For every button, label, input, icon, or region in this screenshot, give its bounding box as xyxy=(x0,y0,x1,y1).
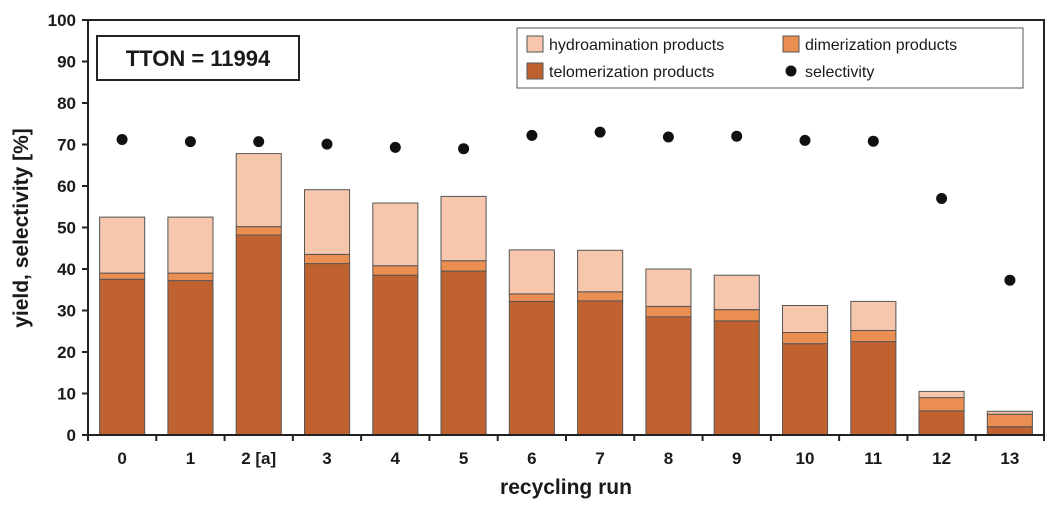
point-selectivity xyxy=(184,136,196,148)
bar-segment-hydroamination-products xyxy=(713,274,760,311)
bar-segment-telomerization-products xyxy=(986,426,1033,436)
point-selectivity xyxy=(1004,274,1016,286)
x-tick-label: 13 xyxy=(1000,449,1019,468)
y-tick-label: 0 xyxy=(67,426,76,445)
bar-segment-hydroamination-products xyxy=(918,390,965,399)
x-tick-label: 8 xyxy=(664,449,673,468)
x-tick-label: 5 xyxy=(459,449,468,468)
y-tick-label: 10 xyxy=(57,385,76,404)
y-tick-label: 70 xyxy=(57,136,76,155)
bar-segment-dimerization-products xyxy=(372,265,419,276)
point-selectivity xyxy=(731,130,743,142)
bar-segment-dimerization-products xyxy=(508,293,555,302)
y-tick-label: 80 xyxy=(57,94,76,113)
bar-segment-telomerization-products xyxy=(850,341,897,436)
bar-segment-dimerization-products xyxy=(99,272,146,280)
y-tick-label: 50 xyxy=(57,219,76,238)
point-selectivity xyxy=(526,129,538,141)
y-tick-label: 100 xyxy=(48,11,76,30)
legend-label-selectivity: selectivity xyxy=(805,64,874,81)
bar-segment-hydroamination-products xyxy=(304,189,351,255)
point-selectivity xyxy=(936,193,948,204)
point-selectivity xyxy=(594,126,606,138)
tton-annotation: TTON = 11994 xyxy=(96,35,300,81)
bar-segment-telomerization-products xyxy=(713,320,760,436)
x-tick-label: 1 xyxy=(186,449,195,468)
point-selectivity xyxy=(389,141,401,153)
point-selectivity xyxy=(799,134,811,146)
bar-segment-telomerization-products xyxy=(577,300,624,436)
point-selectivity xyxy=(662,131,674,143)
x-tick-label: 7 xyxy=(595,449,604,468)
y-tick-label: 60 xyxy=(57,177,76,196)
bar-segment-telomerization-products xyxy=(304,263,351,436)
bar-segment-telomerization-products xyxy=(167,280,214,436)
y-tick-label: 20 xyxy=(57,343,76,362)
bar-segment-telomerization-products xyxy=(918,410,965,436)
x-tick-label: 3 xyxy=(322,449,331,468)
legend-swatch-dimerization-products xyxy=(782,35,800,53)
bar-segment-hydroamination-products xyxy=(235,153,282,228)
point-selectivity xyxy=(321,138,333,150)
bar-segment-telomerization-products xyxy=(645,316,692,436)
bar-segment-dimerization-products xyxy=(986,413,1033,428)
bar-segment-dimerization-products xyxy=(645,305,692,318)
x-tick-label: 9 xyxy=(732,449,741,468)
bar-segment-hydroamination-products xyxy=(440,195,487,262)
bar-segment-telomerization-products xyxy=(782,343,829,436)
point-selectivity xyxy=(253,136,265,148)
bar-segment-dimerization-products xyxy=(918,397,965,412)
bar-segment-dimerization-products xyxy=(235,226,282,236)
legend-swatch-telomerization-products xyxy=(526,62,544,80)
point-selectivity xyxy=(867,135,879,147)
y-tick-label: 40 xyxy=(57,260,76,279)
x-tick-label: 2 [a] xyxy=(241,449,276,468)
point-selectivity xyxy=(116,134,128,145)
bar-segment-hydroamination-products xyxy=(850,300,897,331)
bar-segment-dimerization-products xyxy=(782,332,829,345)
bar-segment-telomerization-products xyxy=(235,234,282,436)
bar-segment-hydroamination-products xyxy=(372,202,419,267)
bar-segment-dimerization-products xyxy=(713,309,760,322)
bar-segment-telomerization-products xyxy=(440,270,487,436)
y-axis-title: yield, selectivity [%] xyxy=(10,128,33,328)
bar-segment-hydroamination-products xyxy=(645,268,692,307)
x-tick-label: 0 xyxy=(117,449,126,468)
legend-swatch-selectivity xyxy=(785,65,797,77)
bar-segment-telomerization-products xyxy=(99,278,146,436)
legend-label-hydroamination-products: hydroamination products xyxy=(549,37,724,54)
bar-segment-hydroamination-products xyxy=(167,216,214,274)
bar-segment-hydroamination-products xyxy=(508,249,555,295)
point-selectivity xyxy=(458,143,470,155)
bar-segment-hydroamination-products xyxy=(577,249,624,293)
bar-segment-dimerization-products xyxy=(850,329,897,343)
legend-label-telomerization-products: telomerization products xyxy=(549,64,714,81)
tton-annotation-text: TTON = 11994 xyxy=(126,46,271,71)
legend-label-dimerization-products: dimerization products xyxy=(805,37,957,54)
y-tick-label: 90 xyxy=(57,53,76,72)
bar-segment-telomerization-products xyxy=(372,274,419,436)
x-tick-label: 4 xyxy=(391,449,401,468)
bar-segment-telomerization-products xyxy=(508,300,555,436)
bar-segment-dimerization-products xyxy=(304,254,351,265)
x-tick-label: 11 xyxy=(864,449,882,468)
x-axis-title: recycling run xyxy=(500,476,632,499)
legend-swatch-hydroamination-products xyxy=(526,35,544,53)
x-tick-label: 10 xyxy=(796,449,815,468)
x-tick-label: 12 xyxy=(932,449,951,468)
bar-segment-dimerization-products xyxy=(167,272,214,282)
bar-segment-hydroamination-products xyxy=(986,410,1033,415)
legend: hydroamination products dimerization prod… xyxy=(516,27,1024,89)
bar-segment-dimerization-products xyxy=(440,260,487,272)
bar-segment-hydroamination-products xyxy=(99,216,146,274)
x-tick-label: 6 xyxy=(527,449,536,468)
y-tick-label: 30 xyxy=(57,302,76,321)
bar-segment-dimerization-products xyxy=(577,291,624,302)
bar-segment-hydroamination-products xyxy=(782,305,829,333)
